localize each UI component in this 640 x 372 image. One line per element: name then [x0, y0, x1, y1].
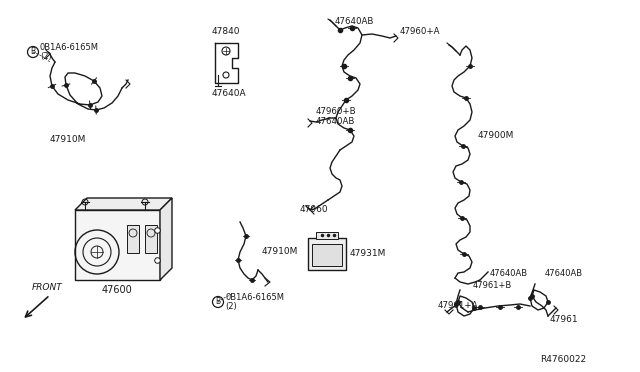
- Text: 47840: 47840: [212, 28, 241, 36]
- Text: 0B1A6-6165M: 0B1A6-6165M: [40, 44, 99, 52]
- Text: 47640AB: 47640AB: [316, 118, 355, 126]
- Bar: [312, 244, 342, 266]
- Text: B: B: [216, 298, 221, 307]
- Text: 47640A: 47640A: [212, 90, 246, 99]
- Bar: [308, 238, 346, 270]
- Text: 47961: 47961: [550, 315, 579, 324]
- Text: FRONT: FRONT: [32, 282, 63, 292]
- Text: 47960+A: 47960+A: [400, 28, 440, 36]
- Bar: [316, 232, 338, 239]
- Text: 47910M: 47910M: [262, 247, 298, 257]
- Text: 47640AB: 47640AB: [490, 269, 528, 278]
- Text: 47640AB: 47640AB: [545, 269, 583, 278]
- Text: 47931M: 47931M: [350, 250, 387, 259]
- Text: (2): (2): [225, 301, 237, 311]
- Text: 47900M: 47900M: [478, 131, 515, 141]
- Bar: [75, 210, 160, 280]
- Text: 47640AB: 47640AB: [335, 17, 374, 26]
- Text: 47961+B: 47961+B: [473, 280, 512, 289]
- Polygon shape: [75, 198, 172, 210]
- Text: 47600: 47600: [102, 285, 132, 295]
- Text: 47961+A: 47961+A: [438, 301, 479, 310]
- Text: 0B1A6-6165M: 0B1A6-6165M: [225, 294, 284, 302]
- Text: B: B: [31, 48, 36, 57]
- Text: 47960+B: 47960+B: [316, 108, 356, 116]
- Polygon shape: [160, 198, 172, 280]
- Bar: [127, 225, 139, 253]
- Text: 47960: 47960: [300, 205, 328, 215]
- Text: (2): (2): [40, 51, 52, 61]
- Text: R4760022: R4760022: [540, 356, 586, 365]
- Text: 47910M: 47910M: [50, 135, 86, 144]
- Bar: [145, 225, 157, 253]
